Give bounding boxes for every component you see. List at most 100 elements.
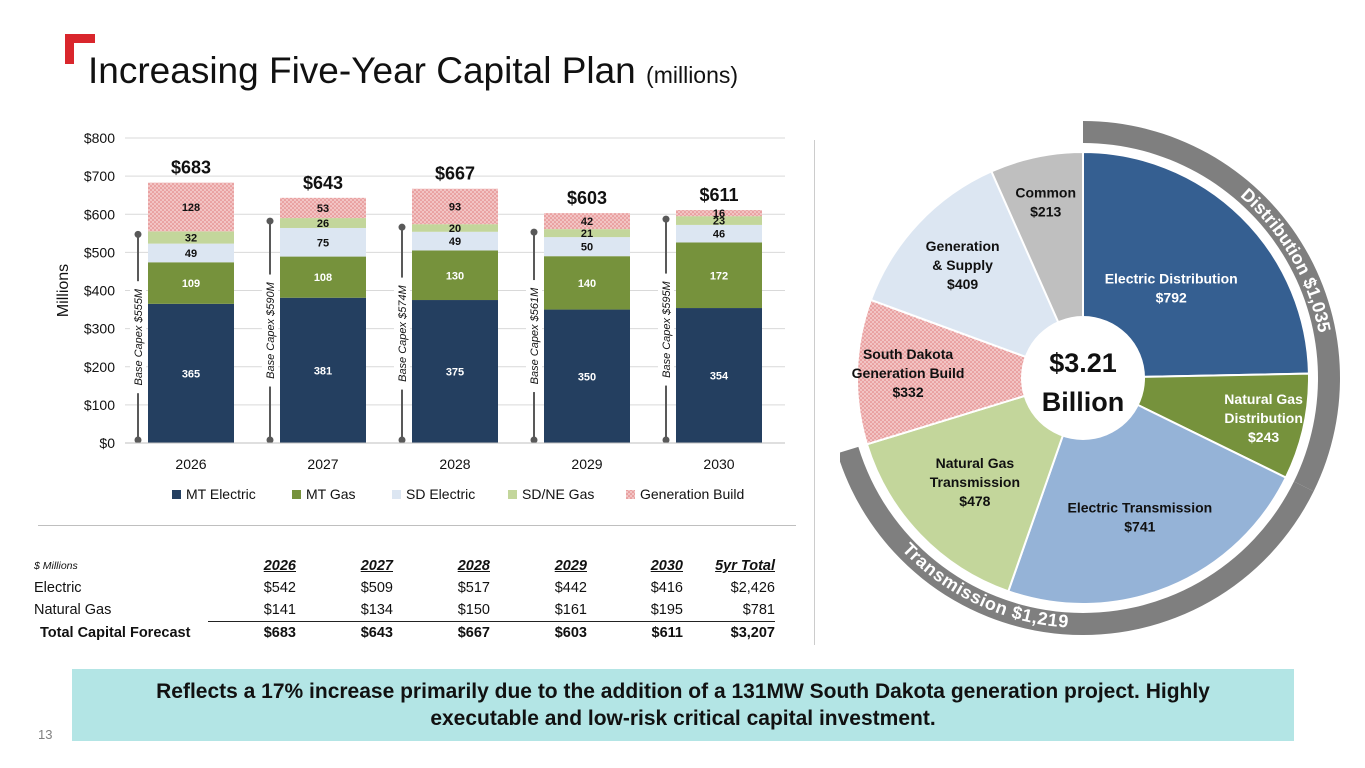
bar-segment — [148, 262, 234, 304]
table-col-header: 2030 — [650, 558, 683, 574]
bar-segment — [676, 308, 762, 443]
table-cell: $683 — [208, 621, 296, 644]
y-tick-label: $100 — [84, 397, 115, 413]
row-label: Total Capital Forecast — [40, 624, 191, 641]
table-col-header: 5yr Total — [715, 558, 775, 574]
bar-value-label: 23 — [713, 216, 725, 228]
bar-segment — [280, 197, 366, 219]
pie-slice — [1082, 150, 1310, 380]
pie-slice-label: Transmission — [930, 474, 1020, 490]
bar-value-label: 46 — [713, 229, 725, 241]
bar-segment — [148, 231, 234, 244]
bar-segment — [280, 218, 366, 228]
x-tick-label: 2030 — [703, 456, 734, 472]
bar-value-label: 130 — [446, 270, 464, 282]
legend-swatch — [292, 490, 301, 499]
x-tick-label: 2029 — [571, 456, 602, 472]
bracket-label-bg — [130, 281, 146, 394]
bar-segment — [676, 242, 762, 309]
bar-value-label: 350 — [578, 371, 596, 383]
table-row: Electric $542 $509 $517 $442 $416 $2,426 — [34, 577, 775, 599]
bar-value-label: 381 — [314, 365, 332, 377]
group-arc-band — [1083, 121, 1340, 492]
bar-value-label: 140 — [578, 278, 596, 290]
y-tick-label: $500 — [84, 244, 115, 260]
y-tick-label: $200 — [84, 359, 115, 375]
table-col-header: 2029 — [554, 558, 587, 574]
bracket-label-bg — [394, 277, 410, 390]
y-tick-label: $600 — [84, 206, 115, 222]
base-capex-label: Base Capex $590M — [265, 281, 277, 378]
legend-label: Generation Build — [640, 486, 744, 502]
table-cell: $542 — [263, 580, 296, 596]
bar-segment — [280, 256, 366, 298]
bar-segment — [544, 237, 630, 257]
bar-value-label: 365 — [182, 368, 200, 380]
vertical-divider — [814, 140, 815, 645]
table-total-row: Total Capital Forecast $683 $643 $667 $6… — [34, 621, 775, 644]
legend-swatch — [508, 490, 517, 499]
bracket-end-dot — [266, 436, 274, 444]
legend-label: SD Electric — [406, 486, 475, 502]
horizontal-divider — [38, 525, 796, 526]
table-col-header: 2026 — [263, 558, 296, 574]
bracket-end-dot — [398, 223, 406, 231]
capital-pie-chart: Electric Distribution $792 Natural Gas Dist… — [840, 121, 1340, 635]
table-cell: $195 — [650, 602, 683, 618]
bar-value-label: 93 — [449, 201, 461, 213]
pie-slice-label: $478 — [959, 493, 990, 509]
bracket-end-dot — [134, 436, 142, 444]
bar-value-label: 16 — [713, 208, 725, 220]
bar-segment — [412, 231, 498, 251]
base-capex-label: Base Capex $574M — [397, 284, 409, 381]
bar-value-label: 108 — [314, 272, 332, 284]
table-cell: $611 — [587, 621, 683, 644]
bar-segment — [412, 188, 498, 225]
bar-total-label: $643 — [303, 173, 343, 193]
table-col-header: 2028 — [457, 558, 490, 574]
bar-value-label: 49 — [185, 248, 197, 260]
pie-slice-label: $792 — [1156, 290, 1187, 306]
table-cell: $643 — [296, 621, 393, 644]
table-cell: $150 — [457, 602, 490, 618]
bar-segment — [676, 224, 762, 243]
pie-slice-label: & Supply — [932, 257, 993, 273]
y-tick-label: $700 — [84, 168, 115, 184]
bracket-end-dot — [530, 228, 538, 236]
pie-slice-label: $243 — [1248, 429, 1279, 445]
bar-value-label: 50 — [581, 242, 593, 254]
table-row: Natural Gas $141 $134 $150 $161 $195 $78… — [34, 599, 775, 622]
table-cell: $667 — [393, 621, 490, 644]
pie-slice-label: Electric Transmission — [1067, 499, 1212, 515]
table-cell: $141 — [263, 602, 296, 618]
table-cell: $161 — [554, 602, 587, 618]
table-cell: $603 — [490, 621, 587, 644]
base-capex-label: Base Capex $595M — [661, 280, 673, 377]
table-unit-label: $ Millions — [34, 560, 78, 572]
bar-value-label: 75 — [317, 237, 329, 249]
legend-label: SD/NE Gas — [522, 486, 594, 502]
stacked-bar-chart: $0 $100 $200 $300 $400 $500 $600 $700 $800 Millio… — [55, 130, 785, 502]
legend-label: MT Electric — [186, 486, 256, 502]
bar-total-label: $683 — [171, 158, 211, 178]
x-tick-label: 2026 — [175, 456, 206, 472]
pie-slice-label: Natural Gas — [936, 455, 1015, 471]
table-cell: $416 — [650, 580, 683, 596]
base-capex-label: Base Capex $561M — [529, 287, 541, 384]
legend-swatch — [626, 490, 635, 499]
bar-segment — [544, 256, 630, 310]
pie-slice-label: Natural Gas — [1224, 391, 1303, 407]
bar-segment — [148, 303, 234, 443]
pie-slice — [856, 298, 1087, 446]
bar-total-label: $611 — [699, 185, 738, 205]
pie-slice — [869, 170, 1085, 380]
bar-value-label: 32 — [185, 233, 197, 245]
pie-slice-label: $741 — [1124, 518, 1155, 534]
bar-value-label: 375 — [446, 367, 464, 379]
y-tick-label: $0 — [99, 435, 115, 451]
legend-swatch — [172, 490, 181, 499]
bar-value-label: 21 — [581, 228, 593, 240]
bar-value-label: 128 — [182, 202, 200, 214]
pie-slice-label: $332 — [892, 384, 923, 400]
pie-center-value: $3.21 — [1049, 348, 1117, 378]
